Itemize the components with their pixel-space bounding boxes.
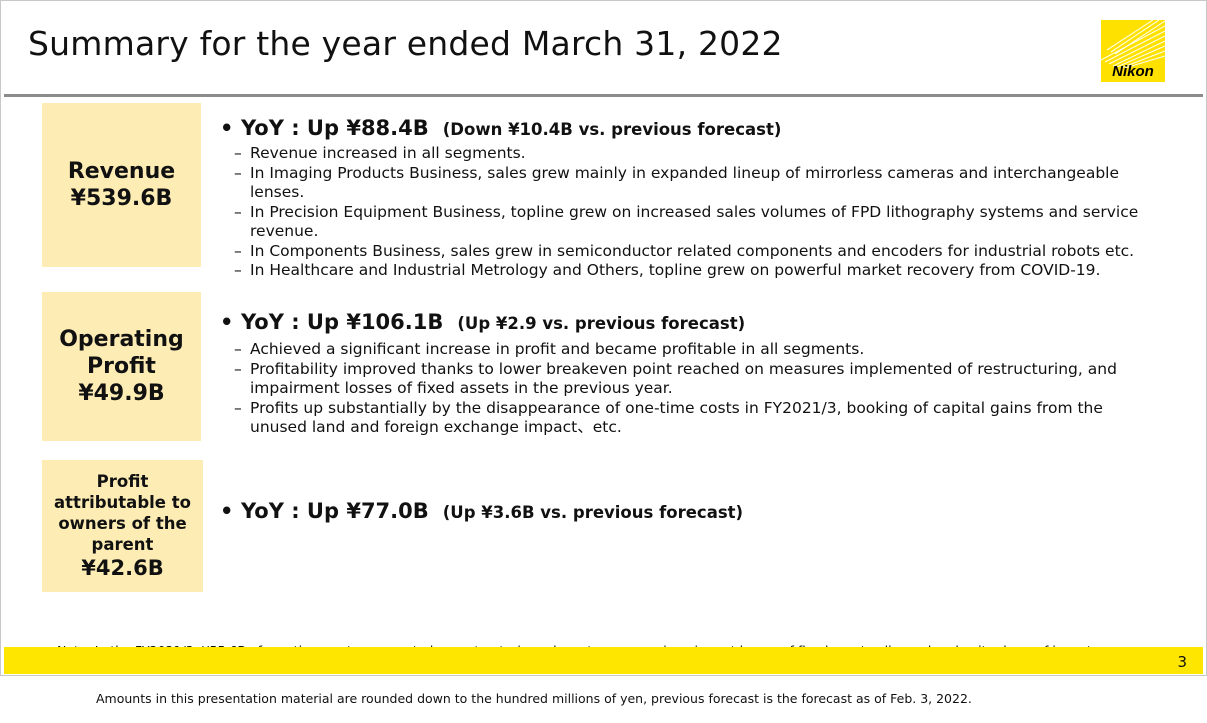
list-item-continuation: impairment losses of fixed assets in the… <box>220 379 1117 399</box>
net-profit-label-4: parent <box>91 534 154 554</box>
list-item: – In Precision Equipment Business, toplin… <box>220 203 1138 223</box>
logo-rays-icon <box>1101 20 1165 69</box>
operating-profit-label-2: Profit <box>87 354 156 379</box>
dash-icon: – <box>234 241 242 260</box>
operating-profit-yoy-text: YoY : Up ¥106.1B <box>241 310 444 334</box>
net-profit-label-1: Profit <box>96 471 149 491</box>
list-item-text: Revenue increased in all segments. <box>250 144 526 162</box>
list-item: – Achieved a significant increase in prof… <box>220 340 1117 360</box>
operating-profit-yoy: • YoY : Up ¥106.1B (Up ¥2.9 vs. previous f… <box>220 309 1117 337</box>
nikon-logo: Nikon <box>1101 20 1165 82</box>
revenue-vs-forecast: (Down ¥10.4B vs. previous forecast) <box>442 120 782 139</box>
list-item: – Profits up substantially by the disappe… <box>220 399 1117 419</box>
dash-icon: – <box>234 359 242 378</box>
bullet-icon: • <box>220 310 234 334</box>
operating-profit-label-1: Operating <box>59 327 184 352</box>
dash-icon: – <box>234 144 242 162</box>
list-item-continuation: unused land and foreign exchange impact、… <box>220 418 1117 438</box>
list-item-text: Achieved a significant increase in profi… <box>250 340 865 358</box>
net-profit-yoy: • YoY : Up ¥77.0B (Up ¥3.6B vs. previous f… <box>220 498 743 526</box>
list-item-continuation: lenses. <box>220 183 1138 203</box>
revenue-label: Revenue <box>67 159 176 184</box>
operating-profit-details: • YoY : Up ¥106.1B (Up ¥2.9 vs. previous f… <box>220 309 1117 438</box>
net-profit-vs-forecast: (Up ¥3.6B vs. previous forecast) <box>442 503 744 522</box>
net-profit-yoy-text: YoY : Up ¥77.0B <box>241 499 429 523</box>
revenue-box: Revenue ¥539.6B <box>42 103 201 267</box>
net-profit-box: Profit attributable to owners of the par… <box>42 460 203 592</box>
operating-profit-box: Operating Profit ¥49.9B <box>42 292 201 441</box>
page-number: 3 <box>1177 653 1187 671</box>
list-item-text: In Precision Equipment Business, topline… <box>250 202 1139 221</box>
list-item: – Revenue increased in all segments. <box>220 144 1138 164</box>
slide-title: Summary for the year ended March 31, 202… <box>28 24 783 63</box>
list-item: – In Healthcare and Industrial Metrology … <box>220 261 1138 281</box>
list-item-text: impairment losses of fixed assets in the… <box>250 379 673 397</box>
revenue-yoy: • YoY : Up ¥88.4B (Down ¥10.4B vs. previou… <box>220 115 1138 143</box>
dash-icon: – <box>234 398 242 417</box>
logo-text: Nikon <box>1112 63 1154 80</box>
dash-icon: – <box>234 202 242 221</box>
revenue-points: – Revenue increased in all segments. – In … <box>220 144 1138 281</box>
operating-profit-vs-forecast: (Up ¥2.9 vs. previous forecast) <box>457 314 746 333</box>
list-item-text: Profits up substantially by the disappea… <box>250 398 1103 417</box>
revenue-amount: ¥539.6B <box>70 186 173 211</box>
bullet-icon: • <box>220 116 234 140</box>
dash-icon: – <box>234 261 242 279</box>
list-item-text: unused land and foreign exchange impact、… <box>250 418 622 436</box>
net-profit-details: • YoY : Up ¥77.0B (Up ¥3.6B vs. previous f… <box>220 498 743 526</box>
list-item-text: In Components Business, sales grew in se… <box>250 241 1135 260</box>
list-item-text: Profitability improved thanks to lower b… <box>250 359 1117 378</box>
list-item-text: In Healthcare and Industrial Metrology a… <box>250 261 1101 279</box>
list-item-text: revenue. <box>250 222 319 240</box>
list-item: – In Components Business, sales grew in s… <box>220 242 1138 262</box>
list-item-text: In Imaging Products Business, sales grew… <box>250 163 1119 182</box>
list-item-continuation: revenue. <box>220 222 1138 242</box>
revenue-yoy-text: YoY : Up ¥88.4B <box>241 116 429 140</box>
title-divider <box>4 94 1203 97</box>
footer-bar: 3 <box>4 647 1203 674</box>
bullet-icon: • <box>220 499 234 523</box>
list-item: – In Imaging Products Business, sales gre… <box>220 164 1138 184</box>
footnote-line-2: Amounts in this presentation material ar… <box>96 691 972 706</box>
dash-icon: – <box>234 340 242 358</box>
list-item: – Profitability improved thanks to lower … <box>220 360 1117 380</box>
dash-icon: – <box>234 163 242 182</box>
operating-profit-amount: ¥49.9B <box>78 381 165 406</box>
net-profit-label-3: owners of the <box>58 513 187 533</box>
list-item-text: lenses. <box>250 183 305 201</box>
revenue-details: • YoY : Up ¥88.4B (Down ¥10.4B vs. previou… <box>220 115 1138 281</box>
net-profit-label-2: attributable to <box>54 492 191 512</box>
operating-profit-points: – Achieved a significant increase in prof… <box>220 340 1117 438</box>
net-profit-amount: ¥42.6B <box>81 555 164 580</box>
